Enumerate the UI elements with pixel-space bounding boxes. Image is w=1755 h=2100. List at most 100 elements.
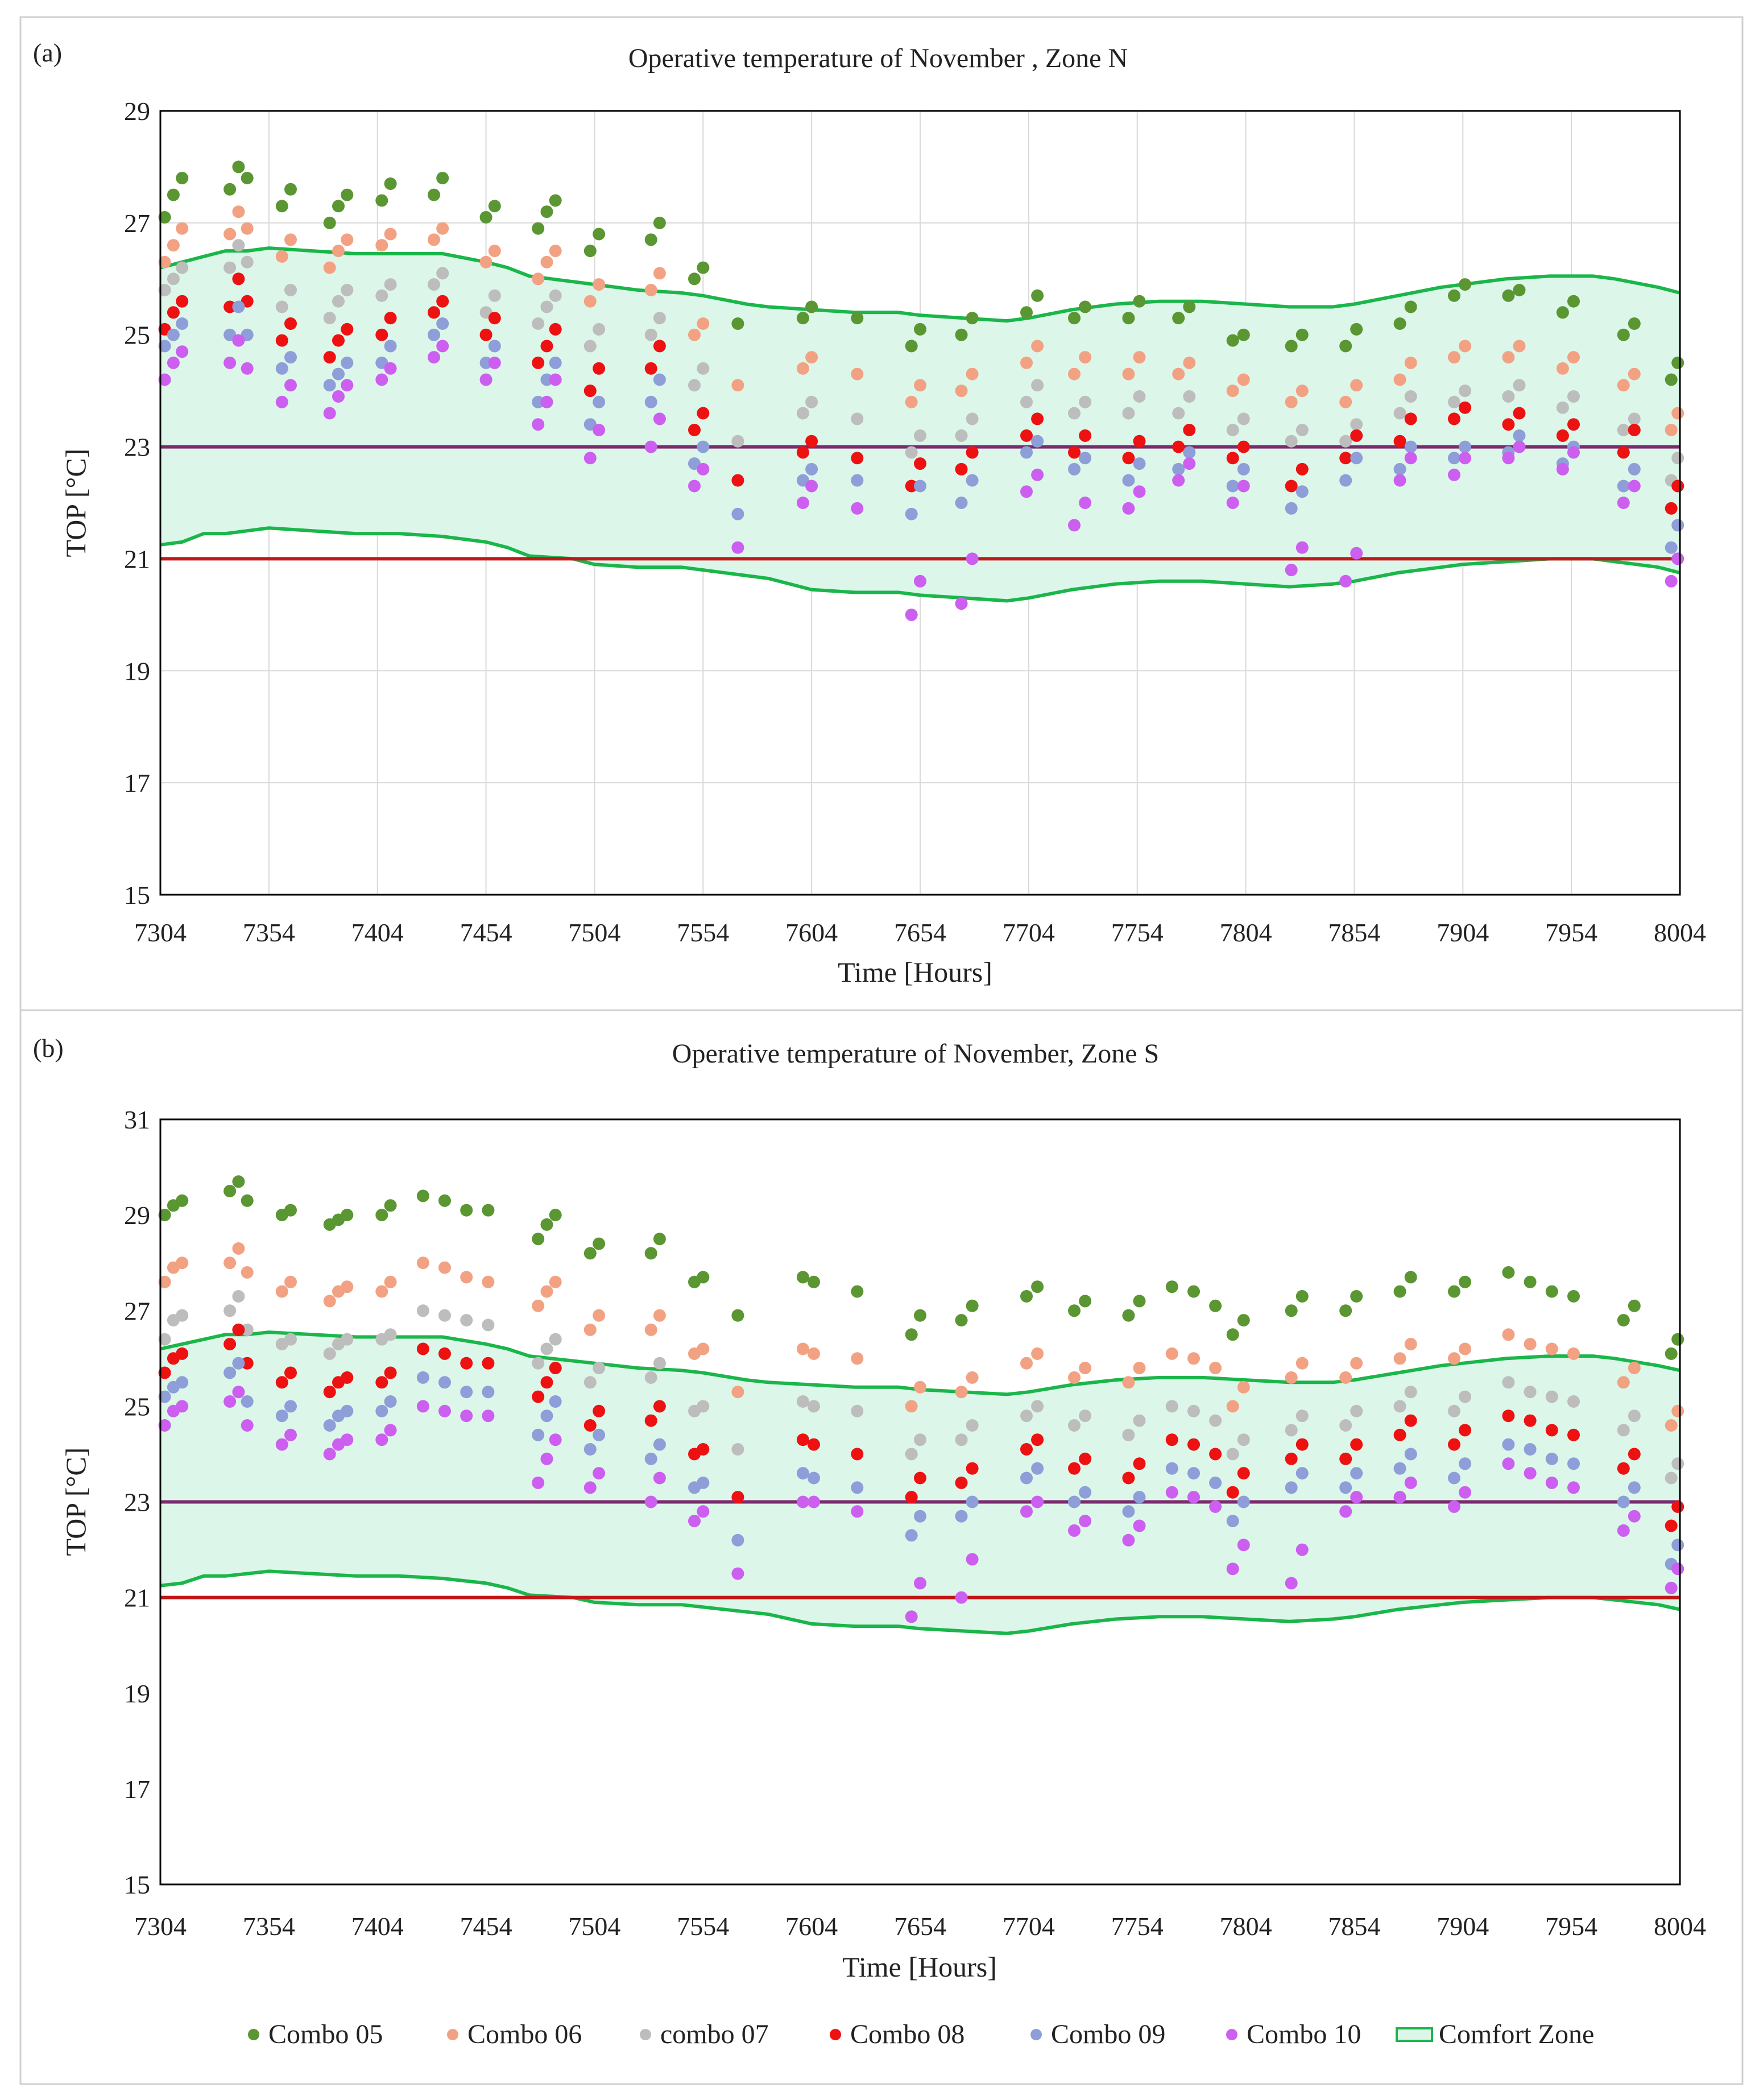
panel-a-point-combo06-46 xyxy=(1339,395,1352,408)
panel-a-point-combo06-53 xyxy=(1513,340,1526,353)
panel-a-point-combo07-33 xyxy=(966,412,979,425)
panel-a-reference-lines xyxy=(160,445,1680,561)
panel-b-point-combo06-8 xyxy=(323,1295,336,1308)
panel-b-series-combo10 xyxy=(158,1386,1684,1623)
panel-a-y-tick-7: 29 xyxy=(124,97,150,126)
panel-b-point-combo10-2 xyxy=(176,1400,189,1413)
panel-a-point-combo08-42 xyxy=(1226,452,1239,465)
panel-a-point-combo06-58 xyxy=(1665,424,1678,436)
panel-b-point-combo09-21 xyxy=(593,1428,606,1441)
panel-b-point-combo10-27 xyxy=(796,1495,809,1508)
legend-marker-combo-09 xyxy=(1030,2029,1042,2040)
panel-a-point-combo10-42 xyxy=(1226,497,1239,509)
panel-a-point-combo10-36 xyxy=(1068,519,1081,532)
panel-a-point-combo05-9 xyxy=(332,200,345,213)
panel-a-x-tick-10: 7804 xyxy=(1220,918,1272,947)
panel-a-point-combo06-31 xyxy=(914,379,926,392)
panel-b-point-combo05-47 xyxy=(1339,1304,1352,1317)
legend-label-combo-05: Combo 05 xyxy=(268,2019,383,2049)
panel-b-series-combo07 xyxy=(158,1290,1684,1485)
legend-item-combo-10: Combo 10 xyxy=(1226,2019,1361,2049)
panel-a-point-combo07-18 xyxy=(540,300,553,313)
panel-b-point-combo05-33 xyxy=(966,1299,979,1312)
panel-a-point-combo08-45 xyxy=(1295,462,1309,476)
panel-b-point-combo09-40 xyxy=(1165,1462,1178,1475)
panel-a-point-combo10-11 xyxy=(375,373,388,386)
panel-b-point-combo09-27 xyxy=(796,1467,809,1480)
panel-b-series-combo05 xyxy=(158,1175,1684,1360)
panel-a-point-combo10-26 xyxy=(731,541,744,554)
panel-b-point-combo10-53 xyxy=(1502,1457,1515,1470)
panel-a-point-combo10-14 xyxy=(436,340,449,353)
panel-a-point-combo09-9 xyxy=(332,367,345,381)
panel-b-point-combo10-28 xyxy=(808,1495,820,1508)
panel-b-point-combo07-26 xyxy=(731,1443,744,1456)
panel-a-point-combo08-4 xyxy=(232,272,245,286)
panel-b-point-combo06-12 xyxy=(384,1275,397,1288)
panel-b-point-combo08-29 xyxy=(851,1448,864,1461)
panel-b-point-combo07-32 xyxy=(955,1433,968,1446)
panel-b-point-combo06-36 xyxy=(1068,1371,1081,1384)
panel-a-point-combo07-12 xyxy=(384,278,397,291)
legend-label-combo-08: Combo 08 xyxy=(850,2019,965,2049)
panel-a-point-combo09-35 xyxy=(1031,435,1044,448)
panel-a-point-combo08-7 xyxy=(284,317,297,330)
panel-a-point-combo05-47 xyxy=(1350,323,1363,336)
panel-a-point-combo08-11 xyxy=(375,328,388,341)
panel-b-point-combo09-16 xyxy=(482,1386,495,1399)
panel-b-point-combo05-28 xyxy=(808,1275,820,1288)
panel-a-point-combo05-44 xyxy=(1285,340,1298,353)
panel-a-point-combo09-19 xyxy=(549,356,562,369)
panel-a-point-combo08-29 xyxy=(851,452,864,465)
panel-b-point-combo09-22 xyxy=(644,1452,657,1465)
panel-b-point-combo09-25 xyxy=(697,1476,710,1489)
panel-b-point-combo08-56 xyxy=(1567,1428,1580,1441)
panel-a-point-combo05-7 xyxy=(284,183,297,196)
panel-a-point-combo07-28 xyxy=(805,395,818,408)
panel-a-point-combo07-46 xyxy=(1339,435,1352,448)
panel-a-point-combo08-10 xyxy=(341,323,354,336)
panel-a-point-combo10-10 xyxy=(341,379,354,392)
panel-a-y-axis-label: TOP [°C] xyxy=(60,449,92,557)
panel-b-title: Operative temperature of November, Zone … xyxy=(672,1039,1159,1069)
panel-a-point-combo09-39 xyxy=(1133,457,1146,470)
panel-a-point-combo08-22 xyxy=(644,362,657,375)
panel-b-point-combo06-60 xyxy=(1671,1404,1684,1417)
panel-a-point-combo10-31 xyxy=(914,574,926,588)
panel-a-point-combo07-34 xyxy=(1020,395,1033,408)
panel-a-point-combo07-6 xyxy=(275,300,288,313)
panel-a-point-combo10-27 xyxy=(796,497,809,509)
panel-a-point-combo08-48 xyxy=(1393,435,1406,448)
panel-b-y-tick-7: 29 xyxy=(124,1201,150,1230)
panel-b-point-combo05-10 xyxy=(341,1209,354,1222)
panel-b-point-combo10-39 xyxy=(1133,1519,1146,1532)
panel-a-point-combo08-52 xyxy=(1502,418,1515,431)
panel-b-point-combo09-52 xyxy=(1459,1457,1472,1470)
panel-a-point-combo10-39 xyxy=(1133,485,1146,498)
panel-a-point-combo07-40 xyxy=(1172,407,1185,420)
panel-b-point-combo05-4 xyxy=(232,1175,245,1188)
panel-a-point-combo08-28 xyxy=(805,435,818,448)
panel-a-point-combo05-30 xyxy=(905,340,918,353)
panel-a-point-combo10-33 xyxy=(966,552,979,565)
panel-a-point-combo10-22 xyxy=(644,440,657,453)
panel-b-point-combo05-41 xyxy=(1187,1285,1200,1298)
panel-b-point-combo10-34 xyxy=(1020,1505,1033,1518)
panel-b-point-combo08-11 xyxy=(375,1376,388,1389)
panel-b-point-combo10-22 xyxy=(644,1495,657,1508)
legend-item-combo-08: Combo 08 xyxy=(830,2019,965,2049)
panel-a-point-combo07-55 xyxy=(1567,390,1580,403)
panel-a-y-tick-0: 15 xyxy=(124,880,150,910)
panel-a-point-combo08-12 xyxy=(384,312,397,325)
panel-a-point-combo09-25 xyxy=(697,440,710,453)
panel-b-point-combo08-10 xyxy=(341,1371,354,1384)
panel-b-point-combo09-19 xyxy=(549,1395,562,1408)
panel-a-point-combo07-31 xyxy=(914,429,926,442)
panel-b-point-combo08-7 xyxy=(284,1366,297,1379)
panel-b-point-combo08-28 xyxy=(808,1438,820,1451)
panel-a-point-combo09-53 xyxy=(1513,429,1526,442)
panel-a-point-combo06-22 xyxy=(644,284,657,296)
panel-a-point-combo09-21 xyxy=(593,395,606,408)
panel-a-point-combo05-43 xyxy=(1237,328,1250,341)
panel-a-point-combo05-48 xyxy=(1393,317,1406,330)
